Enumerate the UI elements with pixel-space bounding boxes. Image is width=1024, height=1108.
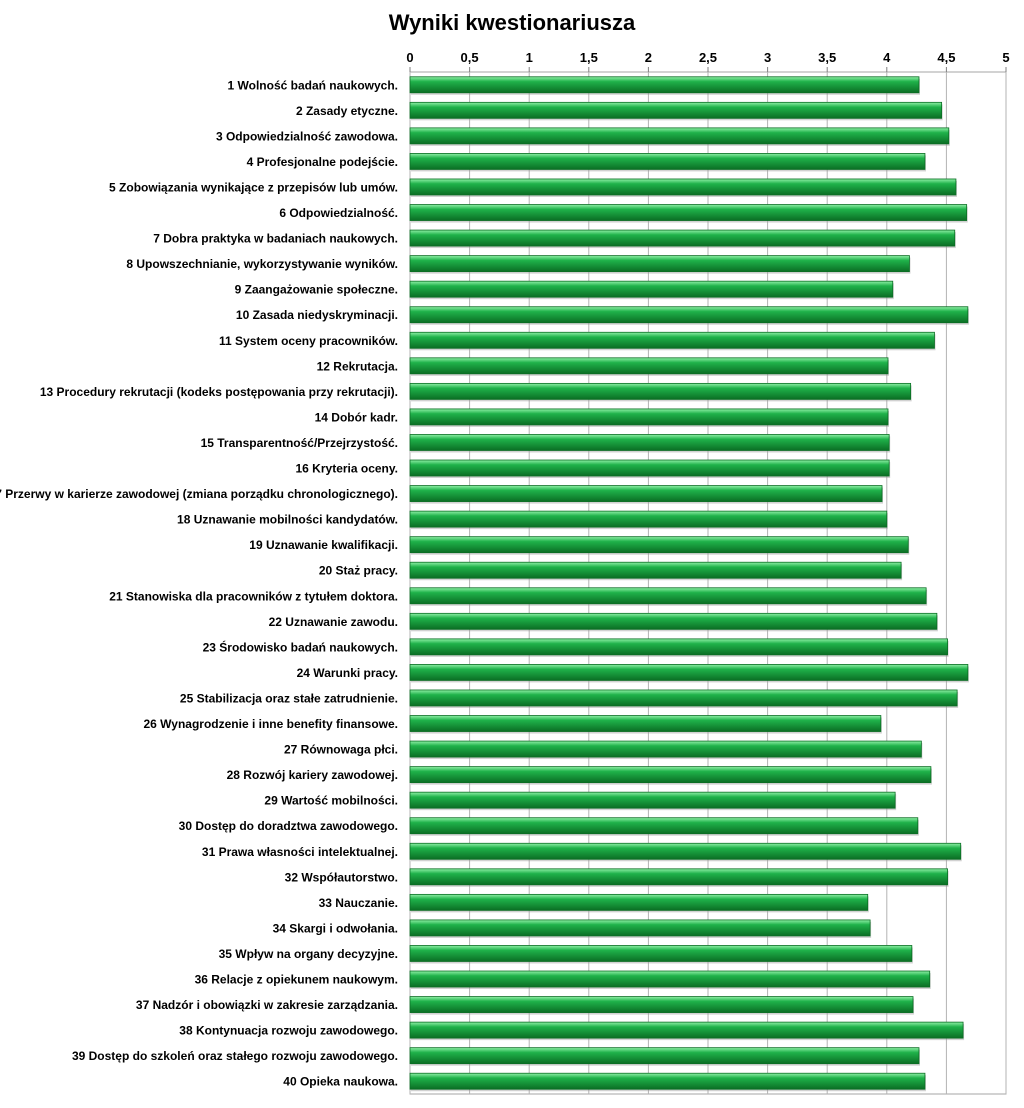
x-tick-label: 1 (526, 50, 533, 65)
category-label: 29 Wartość mobilności. (264, 794, 398, 808)
category-label: 23 Środowisko badań naukowych. (203, 639, 398, 654)
category-label: 2 Zasady etyczne. (296, 104, 398, 118)
bar (409, 1047, 920, 1065)
x-axis-ticks: 0 0,5 1 1,5 2 2,5 3 3,5 4 4,5 5 (406, 50, 1010, 72)
bar (409, 76, 920, 94)
category-label: 11 System oceny pracowników. (219, 334, 398, 348)
bar (409, 229, 956, 247)
bar (409, 1072, 926, 1090)
bar (409, 842, 962, 860)
category-label: 37 Nadzór i obowiązki w zakresie zarządz… (136, 998, 398, 1012)
category-label: 30 Dostęp do doradztwa zawodowego. (179, 819, 398, 833)
bar (409, 945, 913, 962)
bar (409, 791, 896, 809)
category-label: 33 Nauczanie. (319, 896, 398, 910)
category-label: 22 Uznawanie zawodu. (269, 615, 398, 629)
bar (409, 153, 926, 170)
x-tick-label: 4 (883, 50, 891, 65)
x-tick-label: 0 (406, 50, 413, 65)
bar (409, 893, 869, 911)
bar (409, 382, 912, 400)
bar (409, 280, 894, 298)
x-tick-label: 0,5 (461, 50, 479, 65)
gridlines (409, 71, 1007, 1095)
bar (409, 1021, 964, 1039)
bar (409, 485, 883, 502)
category-label: 24 Warunki pracy. (297, 666, 398, 680)
x-tick-label: 2,5 (699, 50, 717, 65)
bar (409, 204, 968, 221)
bar (409, 919, 871, 937)
category-label: 8 Upowszechnianie, wykorzystywanie wynik… (126, 257, 398, 271)
category-label: 28 Rozwój kariery zawodowej. (227, 768, 398, 782)
x-tick-label: 3,5 (818, 50, 836, 65)
category-label: 15 Transparentność/Przejrzystość. (201, 436, 398, 450)
category-label: 40 Opieka naukowa. (283, 1075, 398, 1089)
x-tick-label: 2 (645, 50, 652, 65)
bar (409, 612, 938, 630)
bar (409, 740, 922, 758)
category-label: 9 Zaangażowanie społeczne. (235, 283, 398, 297)
category-label: 10 Zasada niedyskryminacji. (236, 308, 398, 322)
bar (409, 178, 957, 196)
bar (409, 536, 909, 554)
bar (409, 357, 889, 375)
bar (409, 434, 890, 451)
bar (409, 255, 910, 273)
x-tick-label: 3 (764, 50, 771, 65)
bar (409, 715, 882, 732)
bar (409, 127, 950, 145)
bar (409, 408, 889, 426)
bar (409, 331, 935, 349)
category-label: 26 Wynagrodzenie i inne benefity finanso… (144, 717, 399, 731)
bar (409, 664, 969, 681)
category-label: 31 Prawa własności intelektualnej. (202, 845, 398, 859)
bar (409, 689, 958, 707)
bar (409, 996, 914, 1013)
bar (409, 510, 888, 528)
bar (409, 970, 931, 988)
bar (409, 306, 969, 324)
category-label: 38 Kontynuacja rozwoju zawodowego. (179, 1024, 398, 1038)
chart-title: Wyniki kwestionariusza (388, 10, 636, 35)
bar (409, 638, 948, 656)
bar (409, 868, 948, 886)
category-label: 5 Zobowiązania wynikające z przepisów lu… (109, 180, 398, 194)
bars (409, 76, 969, 1092)
bar (409, 459, 890, 477)
category-label: 21 Stanowiska dla pracowników z tytułem … (109, 589, 398, 603)
category-label: 12 Rekrutacja. (317, 359, 398, 373)
category-label: 27 Równowaga płci. (284, 743, 398, 757)
category-label: 36 Relacje z opiekunem naukowym. (195, 973, 398, 987)
category-label: 32 Współautorstwo. (285, 870, 398, 884)
category-label: 16 Kryteria oceny. (296, 462, 399, 476)
x-tick-label: 5 (1002, 50, 1009, 65)
category-label: 1 Wolność badań naukowych. (228, 78, 398, 92)
category-labels: 1 Wolność badań naukowych. 2 Zasady etycz… (0, 78, 398, 1088)
bar (409, 561, 902, 579)
category-label: 20 Staż pracy. (319, 564, 398, 578)
category-label: 35 Wpływ na organy decyzyjne. (219, 947, 398, 961)
category-label: 17 Przerwy w karierze zawodowej (zmiana … (0, 487, 398, 501)
bar (409, 101, 943, 119)
category-label: 4 Profesjonalne podejście. (247, 155, 398, 169)
category-label: 39 Dostęp do szkoleń oraz stałego rozwoj… (72, 1049, 398, 1063)
category-label: 6 Odpowiedzialność. (279, 206, 398, 220)
category-label: 3 Odpowiedzialność zawodowa. (216, 129, 398, 143)
category-label: 18 Uznawanie mobilności kandydatów. (177, 513, 398, 527)
category-label: 34 Skargi i odwołania. (273, 921, 398, 935)
bar (409, 766, 932, 784)
x-tick-label: 1,5 (580, 50, 598, 65)
bar (409, 587, 927, 605)
category-label: 25 Stabilizacja oraz stałe zatrudnienie. (180, 691, 398, 705)
category-label: 14 Dobór kadr. (315, 410, 398, 424)
bar (409, 817, 919, 835)
category-label: 13 Procedury rekrutacji (kodeks postępow… (40, 385, 398, 399)
x-tick-label: 4,5 (937, 50, 955, 65)
category-label: 19 Uznawanie kwalifikacji. (249, 538, 398, 552)
category-label: 7 Dobra praktyka w badaniach naukowych. (153, 232, 398, 246)
